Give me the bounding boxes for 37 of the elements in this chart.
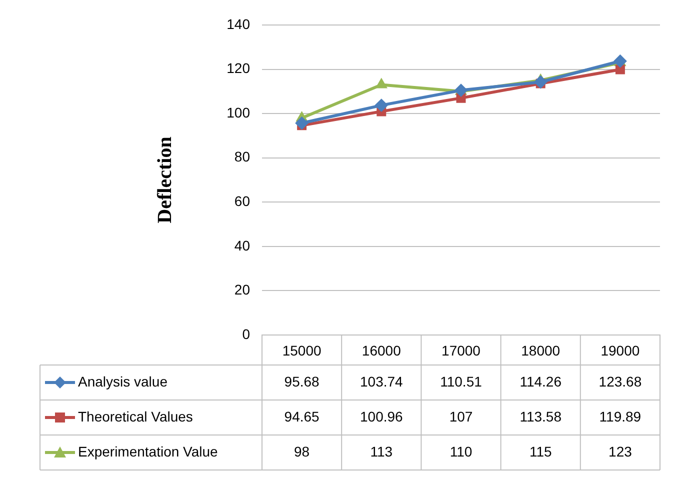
legend-label: Analysis value bbox=[78, 373, 168, 390]
y-tick-label: 140 bbox=[226, 16, 250, 32]
data-label: 113 bbox=[370, 443, 393, 460]
point bbox=[534, 75, 548, 88]
data-label: 119.89 bbox=[599, 408, 642, 424]
data-label: 107 bbox=[449, 408, 473, 424]
x-tick-label: 15000 bbox=[282, 342, 322, 358]
data-label: 100.96 bbox=[360, 408, 404, 424]
x-tick-label: 19000 bbox=[600, 342, 640, 358]
legend-label: Experimentation Value bbox=[78, 443, 218, 460]
x-tick-label: 17000 bbox=[442, 342, 481, 358]
point bbox=[295, 116, 308, 130]
data-label: 110 bbox=[450, 443, 472, 460]
y-tick-label: 120 bbox=[226, 60, 250, 76]
point bbox=[615, 64, 625, 74]
y-tick-label: 60 bbox=[234, 193, 250, 209]
data-label: 110.51 bbox=[440, 373, 482, 390]
x-tick-label: 16000 bbox=[362, 342, 402, 358]
point bbox=[374, 98, 388, 112]
point bbox=[376, 78, 388, 88]
y-tick-label: 80 bbox=[234, 148, 250, 165]
data-label: 123.68 bbox=[598, 373, 642, 390]
data-label: 123 bbox=[608, 443, 632, 460]
data-label: 113.58 bbox=[520, 408, 562, 424]
data-label: 95.68 bbox=[284, 373, 320, 390]
data-label: 94.65 bbox=[284, 408, 320, 424]
data-label: 114.26 bbox=[520, 373, 562, 390]
y-tick-label: 0 bbox=[242, 326, 250, 342]
x-tick-label: 18000 bbox=[521, 342, 560, 358]
data-label: 98 bbox=[294, 443, 310, 460]
y-axis-title: Deflection bbox=[154, 136, 176, 224]
y-tick-label: 100 bbox=[226, 104, 250, 120]
y-tick-label: 40 bbox=[234, 237, 250, 254]
y-tick-label: 20 bbox=[234, 282, 250, 298]
legend-label: Theoretical Values bbox=[78, 408, 193, 424]
data-label: 115 bbox=[529, 443, 552, 460]
data-label: 103.74 bbox=[360, 373, 404, 390]
